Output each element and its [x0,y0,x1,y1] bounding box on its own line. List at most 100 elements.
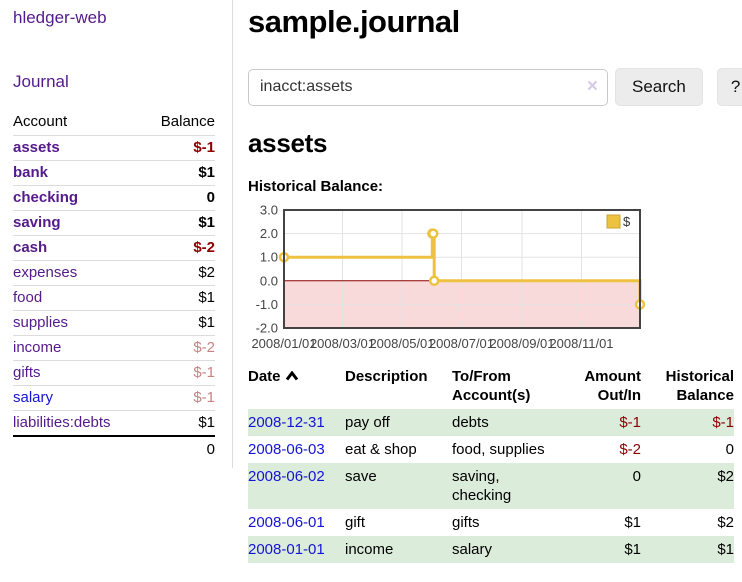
transaction-amount: $1 [624,514,641,531]
sort-ascending-icon [285,367,299,386]
accounts-header-line2: Account(s) [452,387,531,404]
transaction-accounts: saving, checking [452,468,512,504]
sidebar-item-journal[interactable]: Journal [13,72,69,91]
svg-text:2008/05/01: 2008/05/01 [369,336,434,351]
transaction-description: eat & shop [345,441,417,458]
transaction-accounts: debts [452,414,489,431]
account-row-saving: saving $1 [13,210,215,236]
svg-text:2.0: 2.0 [260,226,278,241]
account-balance-table: Account Balance assets $-1 bank $1 check… [13,109,215,462]
account-row-expenses: expenses $2 [13,260,215,286]
search-button[interactable]: Search [615,68,703,106]
transaction-description: save [345,468,377,485]
svg-text:$: $ [623,214,631,229]
account-link-food[interactable]: food [13,289,43,306]
date-column-header[interactable]: Date [248,365,345,409]
account-link-saving[interactable]: saving [13,214,61,231]
svg-text:2008/01/01: 2008/01/01 [251,336,316,351]
transaction-balance: 0 [725,441,734,458]
svg-text:1.0: 1.0 [260,250,278,265]
account-row-supplies: supplies $1 [13,310,215,336]
balance-header-line1: Historical [665,368,734,385]
transaction-date-link[interactable]: 2008-06-03 [248,441,325,458]
clear-search-icon[interactable]: × [586,75,598,97]
account-link-liabilities-debts[interactable]: liabilities:debts [13,414,111,431]
account-balance: $1 [142,210,215,236]
transaction-description: pay off [345,414,390,431]
transaction-date-link[interactable]: 2008-12-31 [248,414,325,431]
account-table-header: Account Balance [13,109,215,136]
transaction-amount: $-2 [619,441,641,458]
transaction-amount: $1 [624,541,641,558]
account-balance: $1 [142,160,215,186]
account-link-bank[interactable]: bank [13,164,49,181]
transaction-balance: $1 [717,541,734,558]
account-row-food: food $1 [13,285,215,311]
account-balance: $-2 [142,235,215,261]
description-column-header: Description [345,368,428,385]
svg-text:-2.0: -2.0 [256,321,278,336]
transaction-description: income [345,541,394,558]
transaction-accounts: salary [452,541,493,558]
historical-balance-chart: $3.0 2.0 1.0 0.0 -1.0 -2.0 2008/01/01 2008/03/0… [248,203,648,353]
page-title: sample.journal [248,4,460,39]
account-balance: $1 [142,285,215,311]
svg-text:-1.0: -1.0 [256,297,278,312]
date-header-label: Date [248,368,281,385]
transaction-row: 2008-06-03 eat & shop food, supplies $-2… [248,436,734,463]
accounts-header-line1: To/From [452,368,511,385]
svg-text:2008/09/01: 2008/09/01 [489,336,554,351]
account-row-cash: cash $-2 [13,235,215,261]
svg-text:3.0: 3.0 [260,203,278,218]
transaction-description: gift [345,514,366,531]
account-balance: 0 [142,185,215,211]
transaction-balance: $2 [717,514,734,531]
account-link-supplies[interactable]: supplies [13,314,69,331]
transaction-balance: $2 [717,468,734,485]
amount-column-header: Amount Out/In [552,365,641,409]
account-row-assets: assets $-1 [13,135,215,161]
account-link-assets[interactable]: assets [13,139,60,156]
transaction-row: 2008-06-02 save saving, checking 0 $2 [248,463,734,509]
account-link-gifts[interactable]: gifts [13,364,41,381]
transaction-row: 2008-01-01 income salary $1 $1 [248,536,734,563]
transaction-balance: $-1 [712,414,734,431]
transaction-date-link[interactable]: 2008-06-01 [248,514,325,531]
transaction-date-link[interactable]: 2008-06-02 [248,468,325,485]
account-link-expenses[interactable]: expenses [13,264,78,281]
account-balance: $-1 [142,135,215,161]
transaction-amount: 0 [632,468,641,485]
amount-header-line2: Out/In [597,387,641,404]
transaction-row: 2008-12-31 pay off debts $-1 $-1 [248,409,734,436]
transaction-date-link[interactable]: 2008-01-01 [248,541,325,558]
account-row-salary: salary $-1 [13,385,215,411]
brand-link[interactable]: hledger-web [13,8,107,27]
transaction-row: 2008-06-01 gift gifts $1 $2 [248,509,734,536]
svg-text:2008/07/01: 2008/07/01 [429,336,494,351]
account-column-header: Account [13,109,143,136]
balance-header-line2: Balance [676,387,734,404]
transactions-table-header: Date Description To/From Account(s) Amou… [248,365,734,409]
account-balance: $-2 [142,335,215,361]
balance-column-header: Historical Balance [641,365,734,409]
svg-text:2008/11/01: 2008/11/01 [549,336,613,351]
account-row-liabilities-debts: liabilities:debts $1 [13,410,215,437]
account-row-gifts: gifts $-1 [13,360,215,386]
svg-text:2008/03/01: 2008/03/01 [310,336,375,351]
help-button[interactable]: ? [716,68,742,106]
account-link-salary[interactable]: salary [13,389,54,406]
search-input[interactable] [248,68,608,106]
account-link-cash[interactable]: cash [13,239,48,256]
account-row-checking: checking 0 [13,185,215,211]
account-balance: $1 [142,310,215,336]
chart-title: Historical Balance: [248,178,384,195]
account-link-checking[interactable]: checking [13,189,79,206]
transaction-accounts: food, supplies [452,441,545,458]
accounts-column-header: To/From Account(s) [452,365,552,409]
account-link-income[interactable]: income [13,339,62,356]
sidebar: hledger-web Journal Account Balance asse… [0,0,233,468]
account-total-row: 0 [13,435,215,462]
account-balance: $-1 [142,360,215,386]
account-total-value: 0 [142,435,215,462]
svg-text:0.0: 0.0 [260,273,278,288]
